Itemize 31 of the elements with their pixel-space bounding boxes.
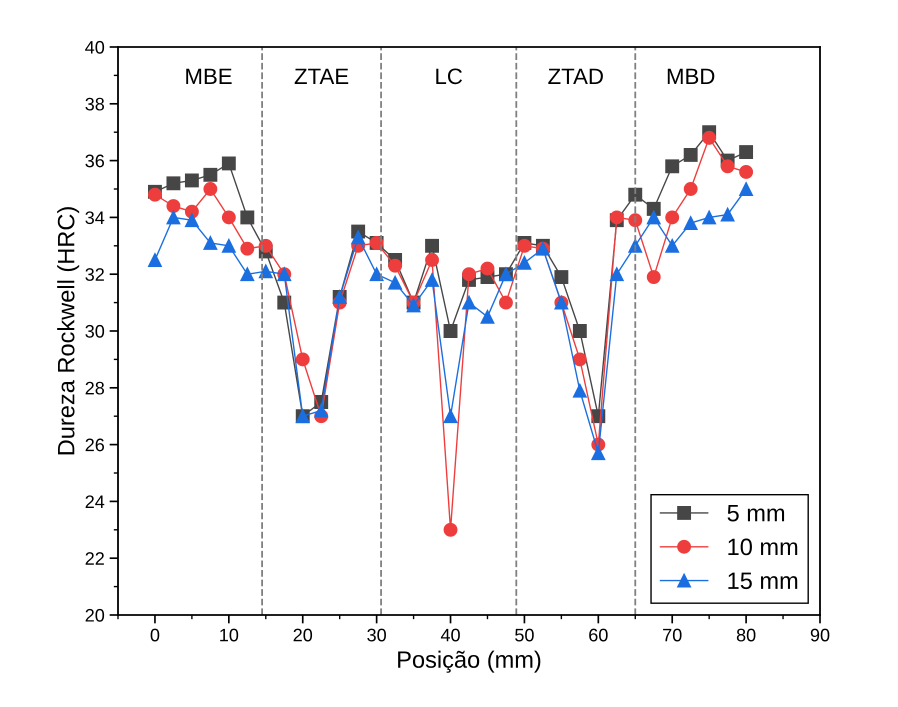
legend-label: 15 mm (728, 572, 798, 590)
x-tick-label: 70 (663, 628, 682, 642)
y-tick-label: 26 (86, 438, 104, 452)
legend-label: 10 mm (728, 538, 798, 556)
y-tick-label: 34 (85, 211, 104, 224)
x-axis-title: Posição (mm) (398, 650, 540, 673)
y-tick-label: 22 (86, 552, 104, 565)
x-tick-label: 90 (810, 628, 830, 642)
y-tick-label: 28 (86, 382, 104, 395)
y-tick-label: 30 (85, 324, 104, 338)
annotation: MBE (186, 68, 232, 84)
y-tick-label: 32 (85, 268, 104, 281)
y-tick-label: 38 (85, 98, 104, 111)
x-tick-label: 0 (150, 628, 160, 642)
x-tick-label: 20 (294, 628, 312, 642)
annotation: LC (436, 68, 462, 84)
annotation: ZTAD (548, 68, 603, 84)
y-tick-label: 40 (85, 40, 104, 54)
x-tick-label: 10 (220, 628, 238, 642)
y-axis-title: Dureza Rockwell (HRC) (57, 207, 80, 454)
legend-label: 5 mm (728, 504, 784, 522)
y-tick-label: 20 (86, 608, 104, 622)
y-tick-label: 36 (85, 154, 104, 168)
annotation: MBD (668, 68, 714, 84)
y-tick-label: 24 (86, 495, 104, 508)
annotation: ZTAE (294, 68, 348, 84)
x-tick-label: 80 (736, 628, 756, 642)
x-tick-label: 30 (367, 628, 386, 642)
x-tick-label: 50 (515, 628, 534, 642)
x-tick-label: 60 (589, 628, 608, 642)
x-tick-label: 40 (440, 628, 460, 642)
